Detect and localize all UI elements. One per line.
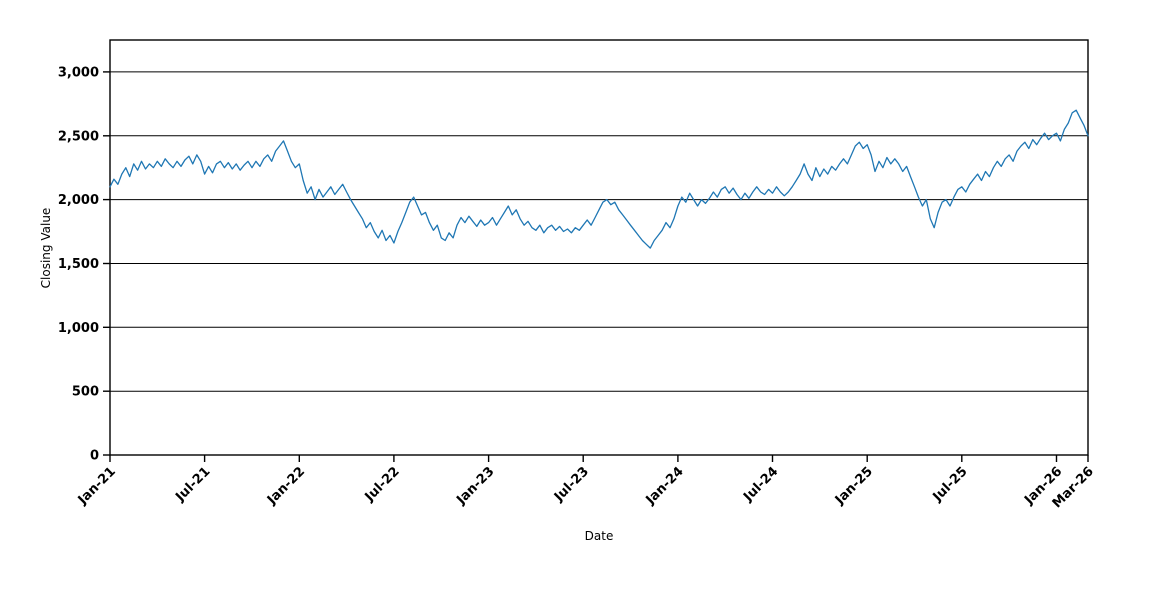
x-tick-label: Jul-21 — [172, 464, 213, 505]
grid-layer — [110, 71, 1088, 392]
y-axis-title: Closing Value — [39, 208, 53, 289]
plot-frame — [109, 39, 1089, 456]
series-layer — [109, 109, 1089, 249]
ticks-layer: 0 500 1,000 1,500 2,000 2,500 3,000 Jan-21 Jul-2… — [58, 65, 1097, 511]
x-tick-label: Jan-23 — [453, 464, 497, 508]
closing-value-line — [109, 109, 1089, 249]
y-tick-label: 1,500 — [58, 257, 99, 272]
y-tick-label: 2,500 — [58, 129, 99, 144]
x-tick-label: Jan-22 — [264, 464, 308, 508]
x-tick-label: Jul-23 — [551, 464, 592, 505]
y-tick-label: 0 — [90, 449, 99, 464]
y-tick-label: 2,000 — [58, 193, 99, 208]
x-tick-label: Jul-25 — [930, 464, 971, 505]
x-tick-label: Jan-24 — [643, 464, 687, 508]
x-tick-label: Jul-22 — [362, 464, 403, 505]
x-tick-label: Jan-21 — [75, 464, 119, 508]
x-tick-label: Jan-25 — [832, 464, 876, 508]
x-tick-label: Jul-24 — [740, 464, 781, 505]
y-tick-label: 3,000 — [58, 65, 99, 80]
y-tick-label: 500 — [72, 385, 99, 400]
x-axis-title: Date — [585, 529, 614, 543]
axes-layer — [109, 39, 1089, 456]
y-tick-label: 1,000 — [58, 321, 99, 336]
